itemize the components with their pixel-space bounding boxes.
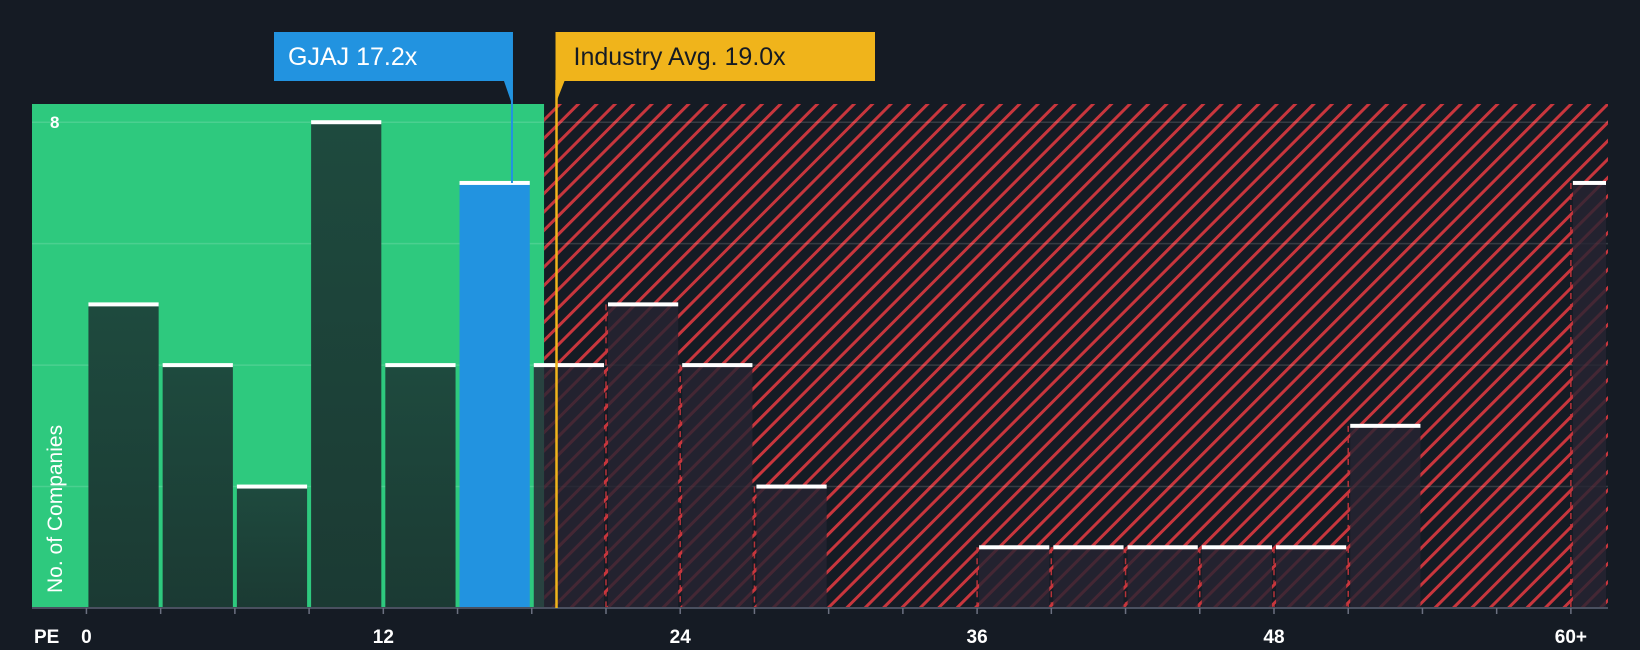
x-tick-label: 36	[967, 627, 988, 648]
bar-cap	[1350, 423, 1421, 428]
histogram-bar	[236, 486, 308, 608]
bar-cap	[459, 180, 530, 185]
bar-cap	[533, 363, 604, 368]
x-tick-label: 48	[1263, 627, 1284, 648]
bar-cap	[1201, 545, 1272, 550]
histogram-bar	[607, 304, 679, 608]
industry-callout-box	[555, 32, 875, 81]
histogram-bar	[88, 304, 159, 608]
bar-cap	[162, 363, 233, 368]
x-axis-label: PE	[34, 627, 59, 648]
bar-cap	[979, 545, 1050, 550]
bar-cap	[607, 302, 679, 307]
histogram-bar	[1275, 547, 1347, 608]
histogram-bar	[385, 365, 456, 608]
histogram-bar	[756, 486, 827, 608]
histogram-bar	[311, 122, 382, 609]
bar-cap	[88, 302, 159, 307]
company-callout-label: GJAJ 17.2x	[288, 43, 418, 71]
x-tick-label: 60+	[1555, 627, 1587, 648]
company-callout-pointer	[503, 81, 512, 104]
x-tick-label: 24	[670, 627, 692, 648]
histogram-bar	[1053, 547, 1124, 608]
histogram-bar	[162, 365, 233, 608]
histogram-bar	[1127, 547, 1198, 608]
company-callout-box	[274, 32, 513, 81]
bar-cap	[1127, 545, 1198, 550]
bar-cap	[1053, 545, 1124, 550]
bar-cap	[385, 363, 456, 368]
histogram-bar	[1350, 425, 1421, 608]
y-axis-label: No. of Companies	[44, 425, 67, 593]
y-tick-label: 8	[50, 113, 59, 132]
bar-cap	[236, 484, 308, 489]
bar-cap	[756, 484, 827, 489]
company-bar	[459, 182, 530, 608]
histogram-bar	[533, 365, 604, 608]
industry-callout-pointer	[555, 81, 565, 104]
histogram-bar	[979, 547, 1050, 608]
histogram-bar	[682, 365, 753, 608]
bar-cap	[1275, 545, 1347, 550]
x-tick-label: 0	[81, 627, 92, 648]
bar-cap	[1572, 180, 1606, 185]
bar-cap	[682, 363, 753, 368]
industry-callout-label: Industry Avg. 19.0x	[574, 43, 787, 71]
x-tick-label: 12	[373, 627, 394, 648]
bar-cap	[311, 120, 382, 125]
histogram-bar	[1201, 547, 1272, 608]
histogram-bar	[1572, 182, 1606, 608]
